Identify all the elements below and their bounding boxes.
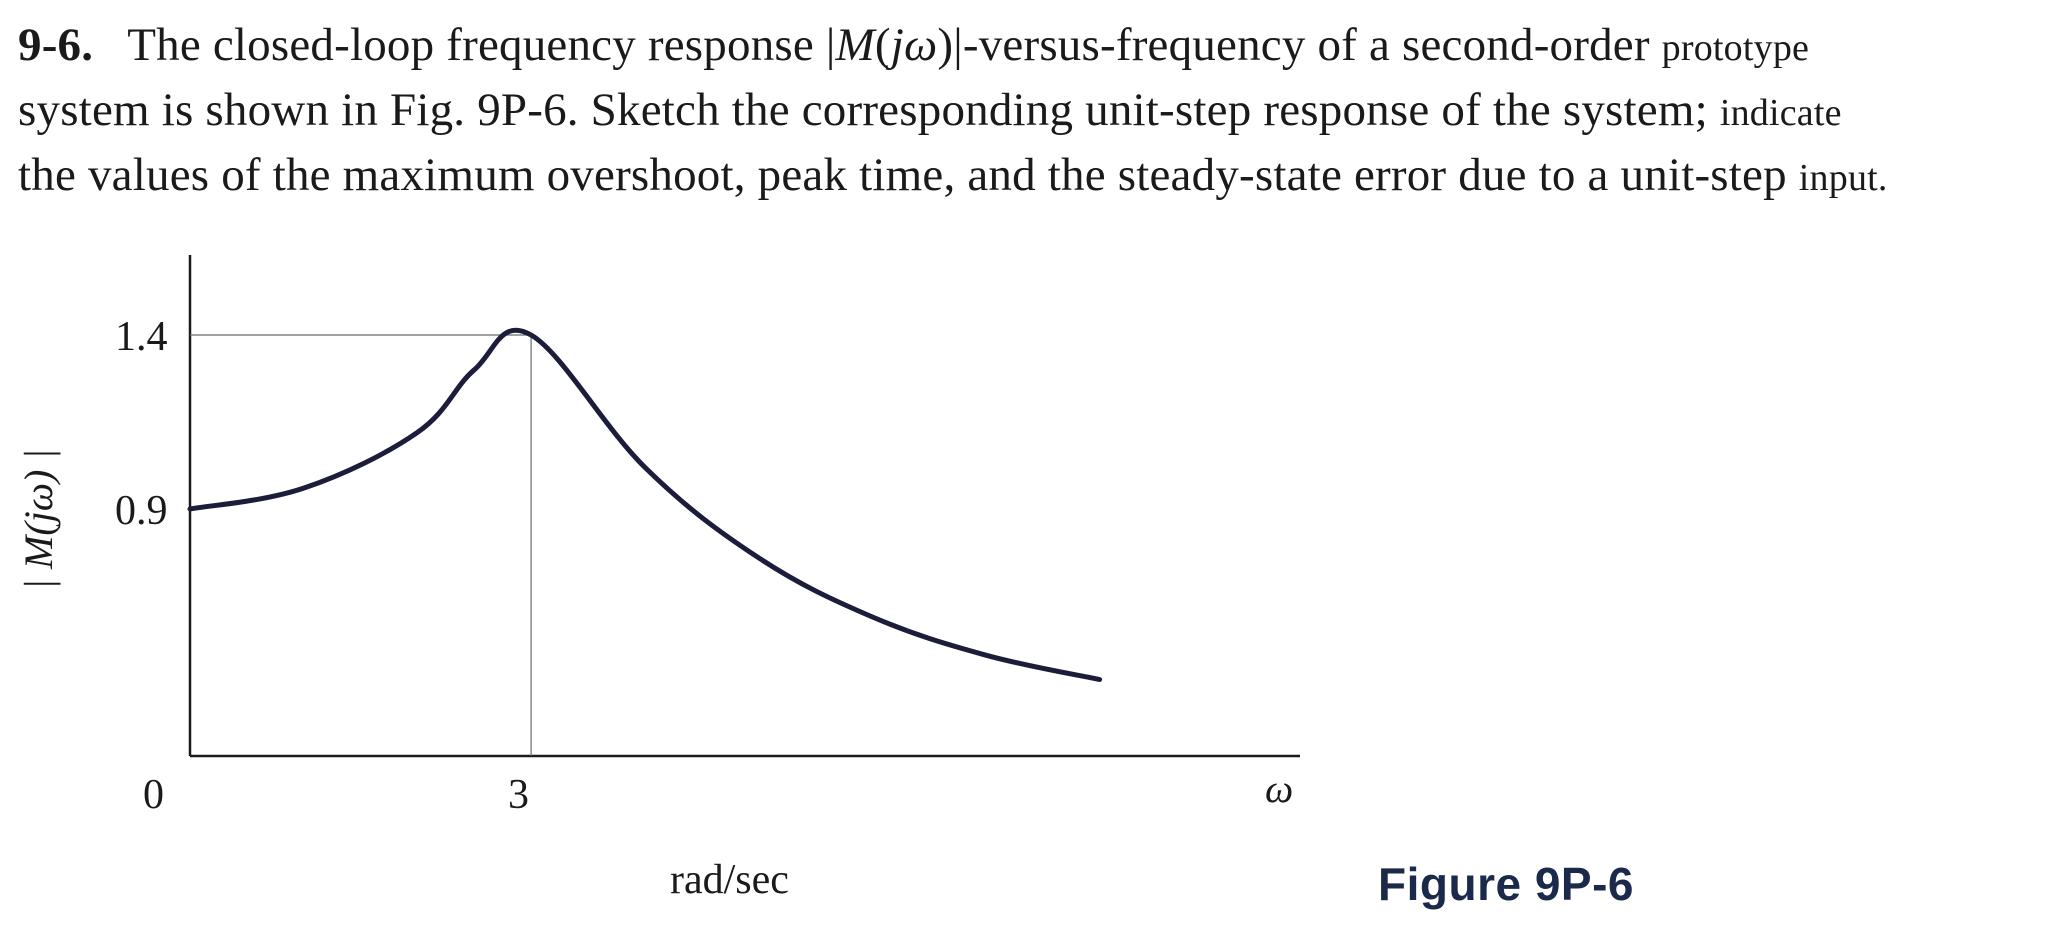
x-tick-label-0: 0: [143, 772, 164, 818]
y-axis-label: | M(jω) |: [16, 449, 61, 590]
problem-text-3small: input.: [1798, 157, 1888, 199]
problem-text-1m: M: [835, 19, 875, 71]
x-axis-label: rad/sec: [670, 857, 789, 903]
x-axis-symbol: ω: [1265, 766, 1293, 811]
problem-text-3: the values of the maximum overshoot, pea…: [18, 149, 1799, 201]
y-tick-label-1-4: 1.4: [115, 314, 168, 360]
chart-axes: [188, 255, 1300, 758]
problem-text-2small: indicate: [1719, 92, 1842, 134]
problem-text-1small: prototype: [1661, 27, 1810, 69]
problem-text-2: system is shown in Fig. 9P-6. Sketch the…: [18, 84, 1720, 136]
problem-line-3: the values of the maximum overshoot, pea…: [18, 144, 2028, 209]
magnitude-curve: [187, 327, 1103, 683]
problem-line-2: system is shown in Fig. 9P-6. Sketch the…: [18, 79, 2028, 144]
problem-line-1: 9-6. The closed-loop frequency response |…: [18, 14, 2028, 79]
problem-text-1jw: jω: [890, 19, 938, 71]
x-tick-label-3: 3: [508, 772, 529, 818]
chart-labels: 1.4 0.9 0 3 ω rad/sec | M(jω) |: [16, 314, 1293, 903]
chart-marks: [187, 327, 1103, 683]
problem-number: 9-6.: [18, 19, 94, 71]
y-tick-label-0-9: 0.9: [115, 488, 168, 534]
problem-text-1b: (: [874, 19, 891, 71]
problem-text-1a: The closed-loop frequency response |: [127, 19, 836, 71]
problem-statement: 9-6. The closed-loop frequency response |…: [18, 14, 2028, 209]
figure-caption: Figure 9P-6: [1378, 858, 1635, 910]
problem-text-1c: )|-versus-frequency of a second-order: [937, 19, 1662, 71]
